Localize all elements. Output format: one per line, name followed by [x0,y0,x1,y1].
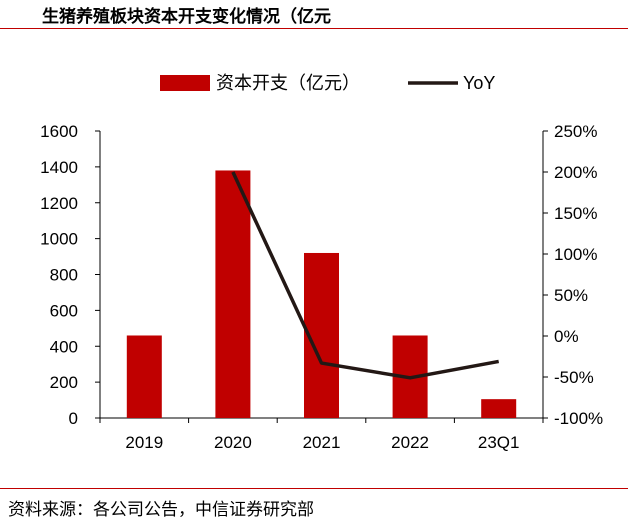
y-right-tick-label: 100% [554,245,597,264]
y-left-tick-label: 800 [50,266,78,285]
source-divider [0,488,628,489]
chart-title: 生猪养殖板块资本开支变化情况（亿元 [42,7,331,27]
y-left-tick-label: 1000 [40,230,78,249]
legend-label-bar: 资本开支（亿元） [216,73,360,93]
y-left-tick-label: 0 [69,409,78,428]
x-tick-label: 2021 [303,433,341,452]
y-left-tick-label: 1400 [40,158,78,177]
bar-2020 [215,170,251,418]
y-left-tick-label: 1600 [40,122,78,141]
y-right-tick-label: 150% [554,204,597,223]
y-right-tick-label: 200% [554,163,597,182]
legend-swatch-bar [160,75,210,91]
y-left-tick-label: 1200 [40,194,78,213]
y-right-tick-label: 0% [554,327,579,346]
y-right-tick-label: -100% [554,409,603,428]
legend-label-line: YoY [463,73,495,93]
bar-23Q1 [481,399,517,418]
y-left-tick-label: 200 [50,373,78,392]
x-tick-label: 2019 [125,433,163,452]
yoy-line [231,171,500,380]
x-tick-label: 2022 [391,433,429,452]
y-right-tick-label: -50% [554,368,594,387]
source-note: 资料来源：各公司公告，中信证券研究部 [8,500,314,520]
title-divider [0,28,628,29]
y-right-tick-label: 50% [554,286,588,305]
y-right-tick-label: 250% [554,122,597,141]
x-tick-label: 2020 [214,433,252,452]
x-tick-label: 23Q1 [478,433,520,452]
y-left-tick-label: 600 [50,301,78,320]
y-left-tick-label: 400 [50,337,78,356]
bar-2019 [126,335,162,418]
